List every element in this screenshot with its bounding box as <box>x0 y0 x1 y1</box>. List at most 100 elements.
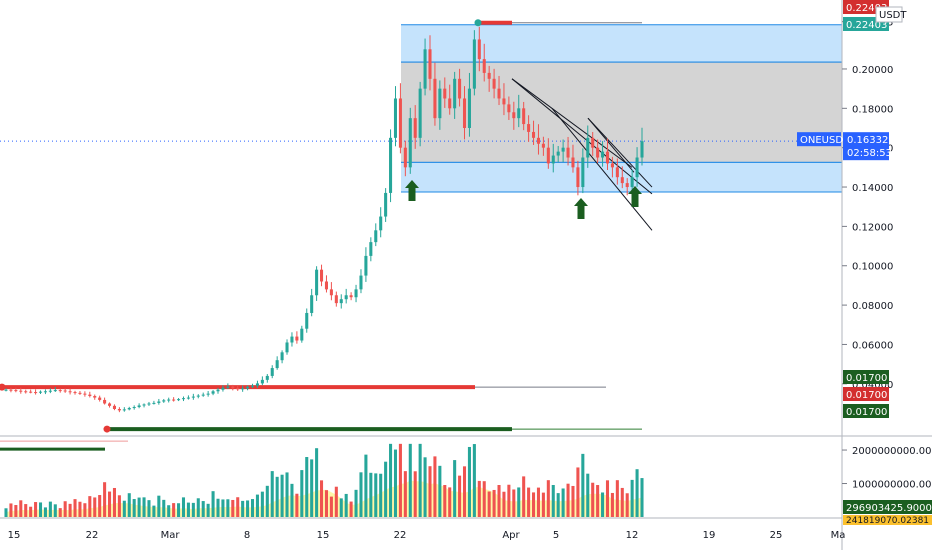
candle-body <box>137 405 141 408</box>
volume-bar <box>462 466 467 517</box>
volume-bar <box>522 476 526 517</box>
top-anchor <box>474 19 482 27</box>
candle-body <box>635 157 639 178</box>
symbol-tag-bg <box>797 132 841 147</box>
volume-bar <box>98 495 102 517</box>
candle <box>324 275 328 293</box>
support-tag-1-text: 0.01700 <box>846 373 887 384</box>
volume-bar <box>88 496 92 517</box>
candle <box>467 72 471 137</box>
candle <box>260 376 264 386</box>
candle-body <box>596 147 600 158</box>
candle <box>393 86 398 147</box>
volume-bar <box>206 503 210 517</box>
volume-bar <box>315 448 319 517</box>
volume-bar <box>324 490 328 517</box>
candle-body <box>19 390 23 392</box>
volume-bar <box>226 499 230 517</box>
volume-tag: 296903425.90000 <box>843 500 932 514</box>
price-tick-label: 0.10000 <box>852 262 893 273</box>
candle <box>512 101 516 130</box>
volume-bar <box>4 508 8 517</box>
candle-body <box>477 39 481 60</box>
wedge-upper <box>587 117 653 188</box>
candle-body <box>610 163 614 168</box>
candle-body <box>443 88 447 99</box>
volume-bar <box>615 480 619 517</box>
candle <box>423 38 427 96</box>
candle-body <box>221 387 225 390</box>
candle-body <box>591 137 595 148</box>
candle-body <box>255 383 259 386</box>
time-tick-label: 15 <box>8 530 21 541</box>
candle <box>566 136 570 166</box>
candle <box>369 237 373 262</box>
volume-bar <box>280 474 284 517</box>
volume-bar <box>78 501 82 517</box>
candle <box>379 207 383 238</box>
up-arrow-icon <box>628 186 642 207</box>
candle <box>428 35 432 91</box>
candle <box>231 384 235 391</box>
volume-bar <box>635 469 639 517</box>
candle <box>472 30 476 96</box>
volume-bar <box>339 498 343 517</box>
candle-body <box>29 391 33 393</box>
candle-body <box>275 360 279 369</box>
candle <box>236 385 240 391</box>
volume-bar <box>127 493 131 517</box>
candle <box>152 400 156 405</box>
volume-bar <box>527 487 531 517</box>
candle <box>349 292 353 301</box>
candle-body <box>418 88 422 138</box>
volume-bar <box>132 499 136 517</box>
candle <box>172 397 176 402</box>
countdown-text: 02:58:53 <box>847 148 892 159</box>
candle-body <box>315 269 319 296</box>
volume-bar <box>625 493 629 517</box>
candle-body <box>177 399 181 401</box>
up-arrow-icon <box>574 198 588 219</box>
candle-body <box>571 157 575 168</box>
volume-bar <box>601 492 605 517</box>
candle <box>181 396 186 402</box>
candle <box>522 101 526 131</box>
time-tick-label: Mar <box>161 530 181 541</box>
volume-bar <box>403 471 407 517</box>
candle <box>280 350 284 364</box>
volume-bar <box>393 449 398 517</box>
candle <box>221 385 225 392</box>
candle-body <box>502 98 506 105</box>
candle-body <box>344 295 348 300</box>
candle <box>103 397 107 405</box>
candle-body <box>196 395 200 397</box>
candle-body <box>300 328 304 341</box>
candle <box>354 284 358 303</box>
volume-bar <box>536 487 540 517</box>
candle-body <box>43 391 47 393</box>
candle <box>502 83 506 116</box>
candle-body <box>482 59 486 73</box>
candle <box>132 405 136 410</box>
candle <box>19 387 23 394</box>
volume-bar <box>448 487 452 517</box>
zones <box>401 24 842 193</box>
volume-bar <box>458 475 462 517</box>
support-tag-3-text: 0.01700 <box>846 407 887 418</box>
candle-body <box>83 393 87 395</box>
volume-bar <box>285 472 289 517</box>
candle-body <box>191 396 195 398</box>
candle-body <box>605 151 610 164</box>
volume-bar <box>157 495 161 517</box>
volume-bar <box>532 492 536 517</box>
candle <box>117 407 121 413</box>
candle <box>9 387 13 393</box>
volume-bar <box>487 491 491 517</box>
candle <box>359 269 363 294</box>
trendline-lower <box>551 108 653 231</box>
candle <box>596 139 600 164</box>
volume-bar <box>53 504 57 517</box>
candle-body <box>428 49 432 79</box>
candle <box>546 138 550 169</box>
